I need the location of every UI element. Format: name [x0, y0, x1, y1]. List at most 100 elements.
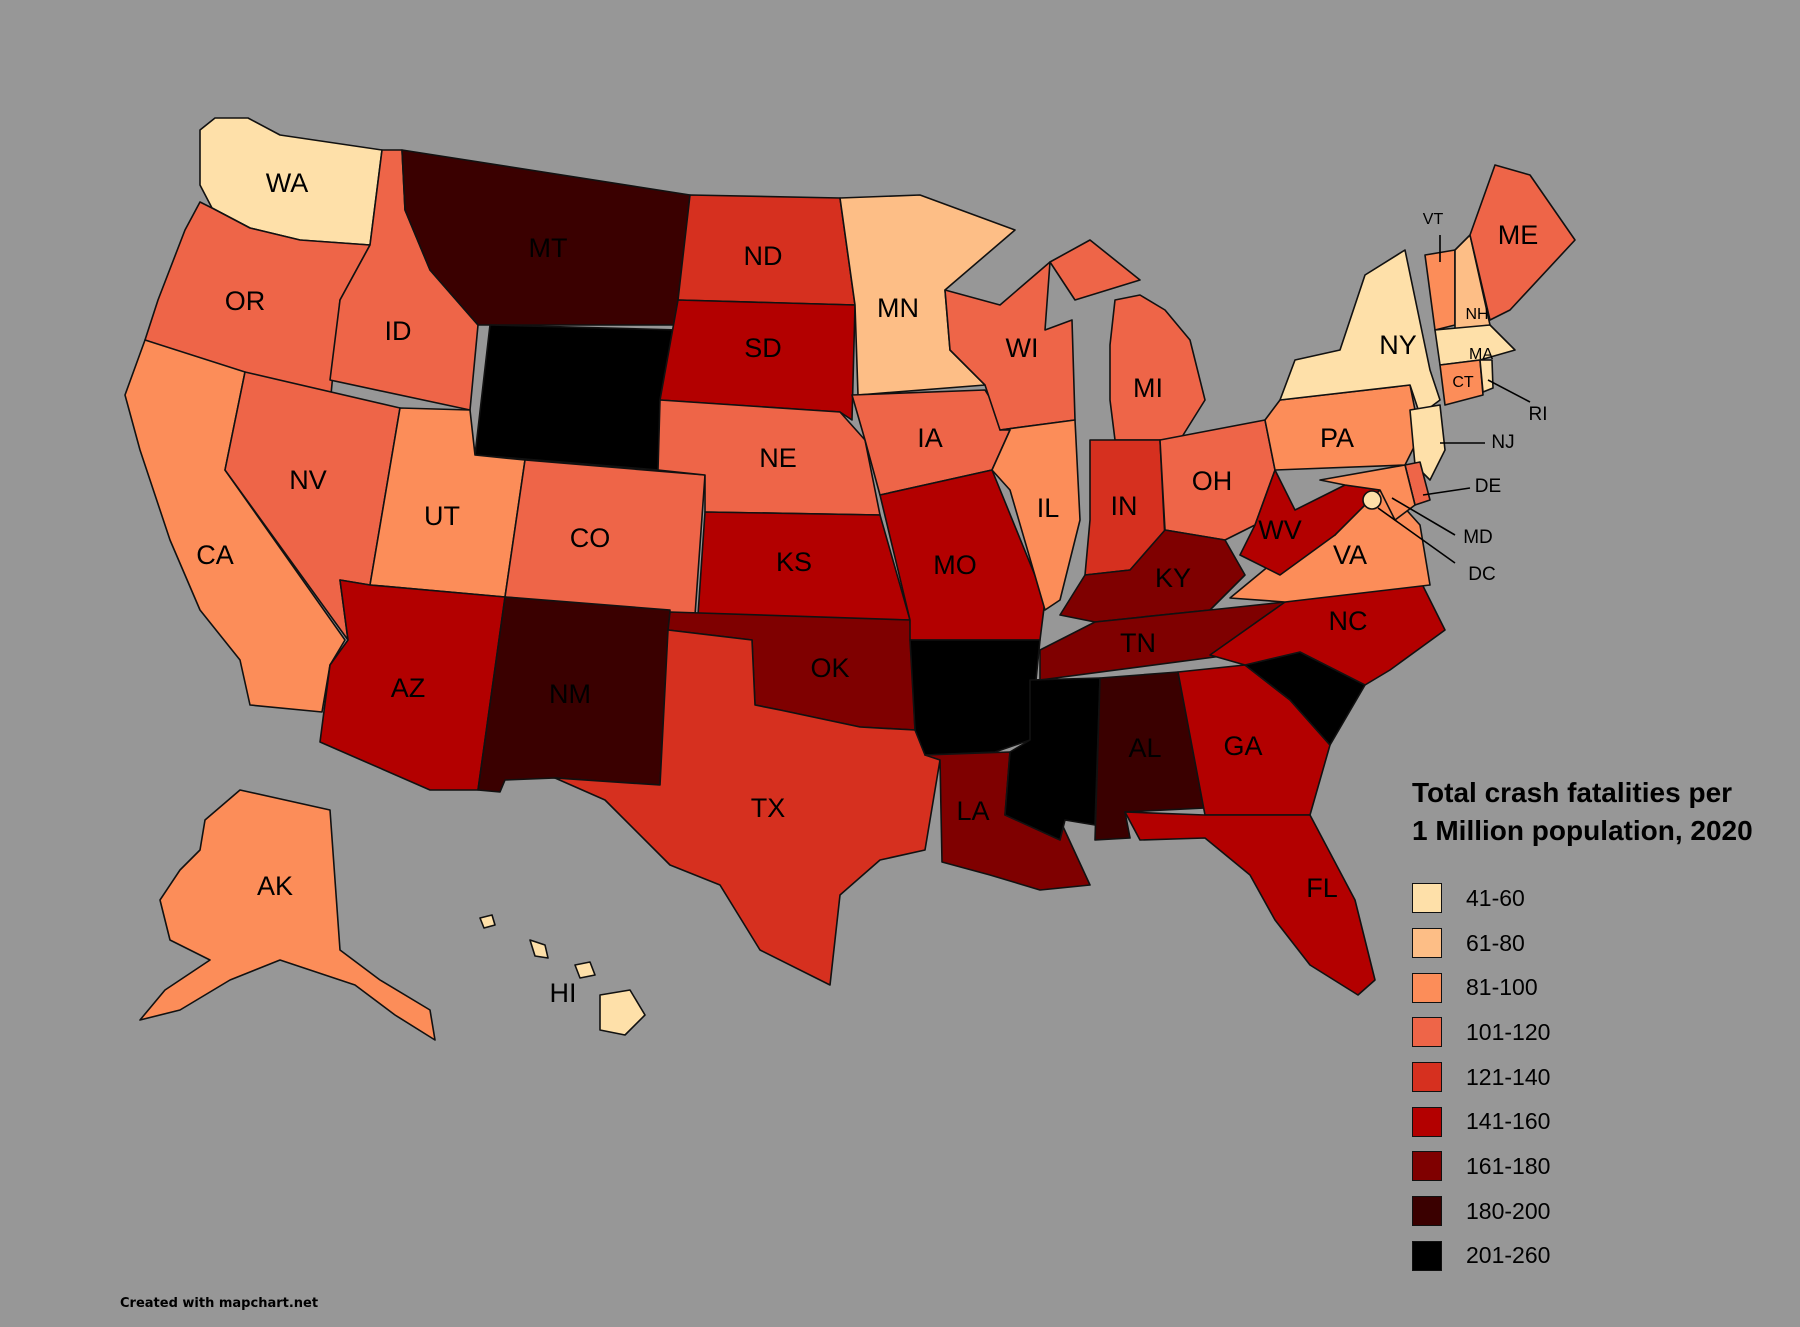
legend-label: 101-120 — [1466, 1018, 1551, 1045]
state-label-pa: PA — [1320, 423, 1354, 453]
state-nj[interactable] — [1409, 404, 1446, 481]
state-label-la: LA — [956, 796, 989, 826]
state-label-ma: MA — [1469, 346, 1493, 363]
legend-item: 101-120 — [1412, 1010, 1792, 1055]
state-label-or: OR — [225, 286, 266, 316]
state-ak[interactable] — [139, 789, 436, 1041]
state-label-ny: NY — [1379, 330, 1417, 360]
legend-swatch — [1412, 928, 1442, 959]
legend-item: 141-160 — [1412, 1099, 1792, 1144]
state-label-co: CO — [570, 523, 611, 553]
leader-ri — [1487, 379, 1531, 403]
state-label-ca: CA — [196, 540, 234, 570]
state-label-nh: NH — [1465, 306, 1488, 323]
leader-de — [1422, 487, 1471, 496]
state-me[interactable] — [1469, 164, 1576, 321]
state-label-dc: DC — [1468, 564, 1495, 585]
state-label-in: IN — [1111, 491, 1138, 521]
state-label-de: DE — [1475, 476, 1501, 497]
state-label-ne: NE — [759, 443, 797, 473]
state-ri[interactable] — [1479, 359, 1494, 393]
state-label-ok: OK — [810, 653, 849, 683]
state-label-ak: AK — [257, 871, 293, 901]
state-label-nj: NJ — [1491, 432, 1514, 453]
state-label-id: ID — [385, 316, 412, 346]
legend-label: 201-260 — [1466, 1242, 1551, 1269]
state-hi[interactable] — [479, 914, 646, 1036]
legend-item: 81-100 — [1412, 965, 1792, 1010]
state-fl[interactable] — [1124, 811, 1376, 996]
legend-item: 61-80 — [1412, 921, 1792, 966]
legend: Total crash fatalities per 1 Million pop… — [1412, 774, 1792, 1278]
legend-label: 61-80 — [1466, 929, 1525, 956]
legend-swatch — [1412, 1106, 1442, 1137]
state-label-mi: MI — [1133, 373, 1163, 403]
legend-label: 180-200 — [1466, 1197, 1551, 1224]
legend-swatch — [1412, 1151, 1442, 1182]
state-label-wi: WI — [1006, 333, 1039, 363]
legend-swatch — [1412, 1017, 1442, 1048]
credit-text: Created with mapchart.net — [120, 1296, 319, 1311]
state-label-al: AL — [1128, 733, 1161, 763]
state-label-nc: NC — [1329, 606, 1368, 636]
state-wi[interactable] — [944, 261, 1076, 431]
legend-label: 41-60 — [1466, 884, 1525, 911]
state-label-nm: NM — [549, 679, 591, 709]
legend-swatch — [1412, 1240, 1442, 1271]
legend-title-line2: 1 Million population, 2020 — [1412, 815, 1753, 846]
legend-item: 161-180 — [1412, 1144, 1792, 1189]
state-label-hi: HI — [550, 978, 577, 1008]
legend-swatch — [1412, 1196, 1442, 1227]
state-label-vt: VT — [1423, 211, 1444, 228]
state-label-il: IL — [1037, 493, 1060, 523]
legend-swatch — [1412, 883, 1442, 914]
legend-label: 141-160 — [1466, 1108, 1551, 1135]
state-label-ga: GA — [1223, 731, 1262, 761]
state-label-sd: SD — [744, 333, 782, 363]
legend-item: 41-60 — [1412, 876, 1792, 921]
legend-label: 121-140 — [1466, 1063, 1551, 1090]
legend-label: 81-100 — [1466, 974, 1538, 1001]
state-label-ia: IA — [917, 423, 943, 453]
state-label-az: AZ — [391, 673, 426, 703]
legend-title: Total crash fatalities per 1 Million pop… — [1412, 774, 1792, 850]
state-label-wa: WA — [266, 168, 309, 198]
legend-label: 161-180 — [1466, 1152, 1551, 1179]
state-label-tn: TN — [1120, 628, 1156, 658]
state-label-ri: RI — [1529, 404, 1548, 425]
state-wy[interactable] — [474, 324, 681, 471]
state-sd[interactable] — [659, 299, 856, 421]
state-label-nd: ND — [744, 241, 783, 271]
state-dc[interactable] — [1362, 490, 1382, 510]
state-label-nv: NV — [289, 465, 327, 495]
state-label-ky: KY — [1155, 563, 1191, 593]
state-label-ks: KS — [776, 547, 812, 577]
state-ar[interactable] — [909, 639, 1041, 756]
state-label-oh: OH — [1192, 466, 1233, 496]
state-label-md: MD — [1463, 527, 1493, 548]
state-label-me: ME — [1498, 220, 1539, 250]
legend-swatch — [1412, 1062, 1442, 1093]
state-il[interactable] — [991, 419, 1081, 611]
state-label-mt: MT — [529, 233, 568, 263]
state-label-ct: CT — [1452, 374, 1474, 391]
legend-title-line1: Total crash fatalities per — [1412, 777, 1733, 808]
legend-swatch — [1412, 972, 1442, 1003]
state-ma[interactable] — [1434, 324, 1516, 366]
legend-item: 121-140 — [1412, 1055, 1792, 1100]
legend-item: 201-260 — [1412, 1234, 1792, 1279]
legend-item: 180-200 — [1412, 1189, 1792, 1234]
state-ct[interactable] — [1439, 359, 1484, 406]
state-label-mn: MN — [877, 293, 919, 323]
state-label-va: VA — [1333, 540, 1367, 570]
state-label-tx: TX — [751, 793, 786, 823]
state-tx[interactable] — [554, 629, 941, 986]
state-ny[interactable] — [1279, 249, 1441, 416]
legend-rows: 41-60 61-80 81-100 101-120 121-140 141-160 161… — [1412, 876, 1792, 1278]
state-label-ut: UT — [424, 501, 460, 531]
state-label-fl: FL — [1306, 873, 1338, 903]
state-label-mo: MO — [933, 550, 977, 580]
leader-dc — [1377, 507, 1456, 564]
state-mi[interactable] — [1049, 239, 1206, 441]
